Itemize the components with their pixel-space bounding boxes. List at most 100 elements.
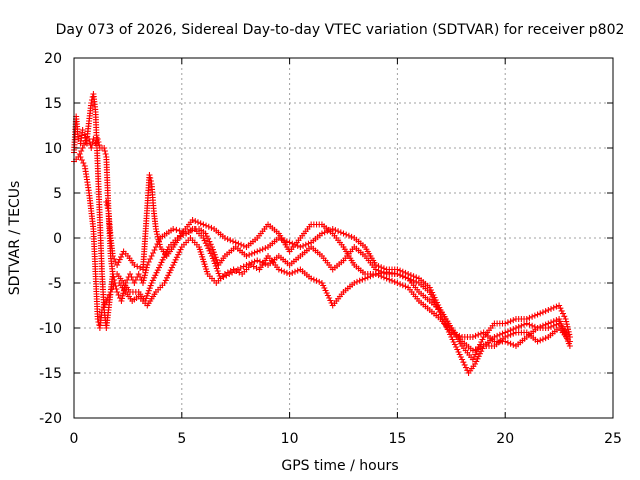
data-point [103, 298, 110, 304]
data-point-interp [194, 219, 201, 226]
x-tick-label: 0 [70, 431, 79, 447]
data-point-interp [118, 253, 125, 260]
data-point-interp [145, 287, 152, 294]
data-point-interp [151, 274, 158, 281]
data-point-interp [149, 277, 156, 284]
data-point-interp [563, 321, 570, 328]
data-point-interp [474, 355, 481, 362]
data-point [131, 280, 138, 286]
data-point-interp [531, 312, 538, 319]
y-tick-label: -15 [39, 366, 62, 382]
data-point-interp [537, 337, 544, 344]
data-point [545, 325, 552, 331]
data-point-interp [283, 238, 290, 245]
data-point-interp [78, 157, 85, 163]
data-point [170, 226, 177, 232]
data-point-interp [461, 361, 468, 368]
data-point-interp [507, 340, 514, 347]
data-point-interp [202, 240, 209, 247]
data-point-interp [167, 267, 174, 274]
data-point [101, 145, 108, 151]
data-point [523, 320, 530, 327]
data-point [114, 289, 121, 295]
data-point-interp [156, 241, 163, 248]
data-point [383, 275, 390, 282]
data-point [566, 334, 573, 340]
data-point [308, 275, 315, 282]
data-point-interp [321, 229, 328, 236]
data-point-interp [380, 274, 387, 281]
data-point [351, 280, 358, 286]
data-point-interp [294, 242, 301, 249]
data-point-interp [140, 277, 147, 284]
data-point-interp [472, 332, 479, 339]
data-point-interp [289, 240, 296, 247]
data-point-interp [539, 336, 546, 343]
data-point [170, 262, 177, 268]
data-point-interp [477, 330, 484, 337]
data-point-interp [510, 341, 517, 348]
data-point-interp [82, 139, 89, 145]
data-point-interp [230, 238, 237, 245]
y-tick-label: 20 [44, 51, 62, 67]
data-point-interp [145, 259, 152, 265]
data-point-interp [201, 237, 208, 244]
data-point [275, 266, 282, 273]
data-point-interp [499, 330, 506, 337]
data-point-interp [391, 278, 398, 285]
data-point-interp [558, 307, 565, 314]
data-point-interp [171, 259, 178, 266]
data-point-interp [119, 295, 126, 302]
data-point-interp [251, 258, 258, 265]
data-point-interp [294, 267, 301, 274]
data-point [394, 280, 401, 286]
data-point-interp [154, 231, 161, 238]
data-point-interp [300, 242, 307, 249]
data-point-interp [283, 269, 290, 276]
data-point-interp [207, 250, 214, 257]
data-point-interp [475, 345, 482, 352]
data-point-interp [147, 256, 154, 262]
data-point [459, 356, 466, 363]
data-point-interp [310, 276, 317, 283]
data-point-interp [337, 229, 344, 236]
data-point-interp [477, 344, 484, 351]
data-point-interp [456, 332, 463, 339]
x-tick-label: 10 [281, 431, 299, 447]
data-point [318, 230, 325, 237]
data-point-interp [389, 277, 396, 284]
data-point-interp [476, 350, 483, 357]
data-point-interp [176, 249, 183, 256]
data-point-interp [548, 305, 555, 312]
data-point [297, 244, 304, 250]
data-point-interp [104, 205, 111, 211]
data-point-interp [386, 276, 393, 283]
data-point-interp [332, 227, 339, 234]
data-point [77, 154, 84, 160]
data-point [545, 307, 552, 313]
data-point-interp [542, 308, 549, 315]
data-point-interp [335, 228, 342, 235]
data-point-interp [109, 286, 116, 292]
y-tick-label: 5 [53, 186, 62, 202]
data-point-interp [173, 254, 180, 261]
data-point-interp [510, 330, 517, 337]
data-point-interp [518, 322, 525, 329]
data-point [340, 230, 347, 237]
data-point-interp [473, 358, 480, 365]
data-point-interp [177, 246, 184, 253]
data-point-interp [156, 264, 163, 271]
data-point-interp [402, 274, 409, 281]
data-point-interp [460, 359, 467, 366]
data-point-interp [154, 267, 161, 274]
data-point [208, 244, 215, 250]
data-point-interp [227, 237, 234, 244]
data-point-interp [343, 231, 350, 238]
data-point-interp [143, 295, 150, 302]
data-point-interp [557, 305, 564, 312]
data-point-interp [289, 269, 296, 276]
data-point-interp [100, 304, 107, 310]
data-point [254, 257, 261, 264]
data-point [469, 334, 476, 340]
data-point-interp [302, 241, 309, 248]
